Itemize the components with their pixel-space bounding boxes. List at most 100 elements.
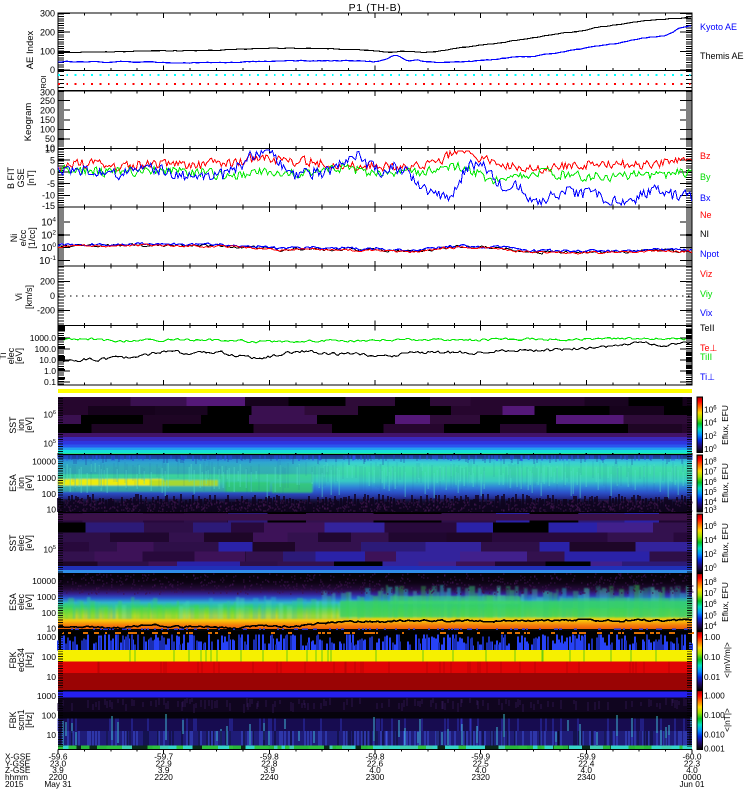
svg-text:4.0: 4.0 [581, 765, 593, 775]
svg-text:100: 100 [704, 444, 717, 454]
svg-text:Keogram: Keogram [23, 103, 34, 142]
svg-text:4.0: 4.0 [369, 765, 381, 775]
svg-text:[Hz]: [Hz] [24, 652, 34, 668]
svg-text:22.8: 22.8 [261, 758, 278, 768]
svg-text:May 31: May 31 [44, 779, 72, 789]
svg-text:3.9: 3.9 [52, 765, 64, 775]
svg-text:Eflux, EFU: Eflux, EFU [720, 582, 730, 622]
svg-text:3.9: 3.9 [158, 765, 170, 775]
svg-text:-200: -200 [37, 306, 55, 316]
svg-text:Ti⊥: Ti⊥ [700, 372, 715, 382]
svg-text:100: 100 [41, 242, 56, 254]
svg-text:1000: 1000 [37, 473, 56, 483]
svg-text:Vi: Vi [14, 293, 24, 301]
svg-text:Ti: Ti [0, 352, 8, 359]
svg-text:105: 105 [43, 439, 56, 449]
svg-text:ESA: ESA [8, 474, 18, 492]
svg-text:-59.7: -59.7 [154, 752, 173, 762]
svg-text:2340: 2340 [577, 772, 596, 782]
svg-text:100: 100 [42, 652, 57, 662]
svg-text:22.5: 22.5 [473, 758, 490, 768]
svg-text:Ne: Ne [700, 210, 712, 220]
svg-text:4.0: 4.0 [686, 765, 698, 775]
svg-text:scm1: scm1 [16, 709, 26, 730]
svg-text:elec: elec [16, 534, 26, 551]
svg-text:150: 150 [40, 115, 55, 125]
svg-text:AE Index: AE Index [25, 30, 36, 69]
svg-text:102: 102 [704, 431, 717, 441]
svg-text:Ni: Ni [9, 234, 19, 243]
svg-text:200: 200 [40, 105, 55, 115]
svg-text:300: 300 [40, 9, 55, 19]
svg-text:100: 100 [42, 489, 57, 499]
svg-text:103: 103 [704, 505, 717, 515]
svg-text:1000: 1000 [37, 632, 56, 642]
svg-text:Npot: Npot [700, 249, 720, 259]
svg-text:Z-GSE: Z-GSE [5, 765, 31, 775]
svg-text:Viz: Viz [700, 269, 713, 279]
svg-text:1000: 1000 [37, 691, 56, 701]
svg-text:hhmm: hhmm [5, 772, 28, 782]
svg-text:Bx: Bx [700, 193, 711, 203]
svg-text:4.0: 4.0 [475, 765, 487, 775]
svg-text:107: 107 [704, 588, 717, 598]
svg-text:Jun 01: Jun 01 [680, 779, 705, 789]
svg-text:104: 104 [704, 497, 717, 507]
svg-text:-60.0: -60.0 [683, 752, 702, 762]
svg-text:10000: 10000 [32, 457, 56, 467]
svg-text:107: 107 [704, 467, 717, 477]
svg-text:elec: elec [16, 593, 26, 610]
svg-text:TeII: TeII [700, 323, 715, 333]
svg-text:102: 102 [41, 230, 56, 242]
svg-text:5: 5 [50, 155, 55, 165]
svg-text:1.0: 1.0 [44, 366, 56, 376]
svg-text:ion: ion [16, 477, 26, 489]
svg-text:-59.9: -59.9 [577, 752, 596, 762]
svg-text:-59.6: -59.6 [49, 752, 68, 762]
svg-text:[eV]: [eV] [24, 417, 34, 433]
svg-text:100: 100 [704, 563, 717, 573]
svg-text:<|nT|>: <|nT|> [722, 708, 732, 732]
svg-text:104: 104 [704, 621, 717, 631]
svg-text:Y-GSE: Y-GSE [5, 758, 31, 768]
svg-text:100: 100 [40, 125, 55, 135]
svg-text:104: 104 [41, 217, 56, 229]
svg-text:[1/cc]: [1/cc] [27, 227, 37, 249]
svg-text:105: 105 [43, 545, 56, 555]
svg-text:10: 10 [46, 624, 56, 634]
svg-text:Eflux, EFU: Eflux, EFU [720, 523, 730, 563]
svg-text:300: 300 [40, 88, 55, 98]
svg-text:GSE: GSE [16, 168, 26, 187]
svg-text:106: 106 [704, 477, 717, 487]
svg-text:Themis AE: Themis AE [700, 51, 744, 61]
svg-text:2220: 2220 [154, 772, 173, 782]
svg-text:-5: -5 [47, 179, 55, 189]
svg-text:ESA: ESA [8, 593, 18, 611]
svg-text:ROI: ROI [39, 75, 48, 88]
svg-text:2300: 2300 [366, 772, 385, 782]
svg-text:[eV]: [eV] [24, 535, 34, 551]
svg-text:elec: elec [6, 347, 16, 364]
svg-text:23.0: 23.0 [50, 758, 67, 768]
svg-text:10000: 10000 [32, 576, 56, 586]
svg-text:102: 102 [704, 549, 717, 559]
svg-text:-59.9: -59.9 [471, 752, 490, 762]
svg-text:-59.8: -59.8 [366, 752, 385, 762]
svg-text:[eV]: [eV] [14, 348, 24, 364]
svg-text:105: 105 [704, 611, 717, 621]
svg-text:FBK: FBK [8, 651, 18, 668]
svg-text:106: 106 [704, 599, 717, 609]
svg-text:22.4: 22.4 [578, 758, 595, 768]
svg-text:P1 (TH-B): P1 (TH-B) [349, 2, 402, 14]
svg-text:10-1: 10-1 [39, 255, 56, 267]
svg-text:104: 104 [704, 535, 717, 545]
svg-text:0.010: 0.010 [704, 730, 725, 740]
svg-text:10: 10 [45, 145, 55, 155]
svg-text:0: 0 [50, 291, 55, 301]
svg-text:X-GSE: X-GSE [5, 752, 31, 762]
svg-text:200: 200 [40, 277, 55, 287]
svg-text:[Hz]: [Hz] [24, 712, 34, 728]
svg-text:2200: 2200 [49, 772, 68, 782]
svg-text:0.10: 0.10 [704, 652, 721, 662]
svg-text:104: 104 [704, 418, 717, 428]
